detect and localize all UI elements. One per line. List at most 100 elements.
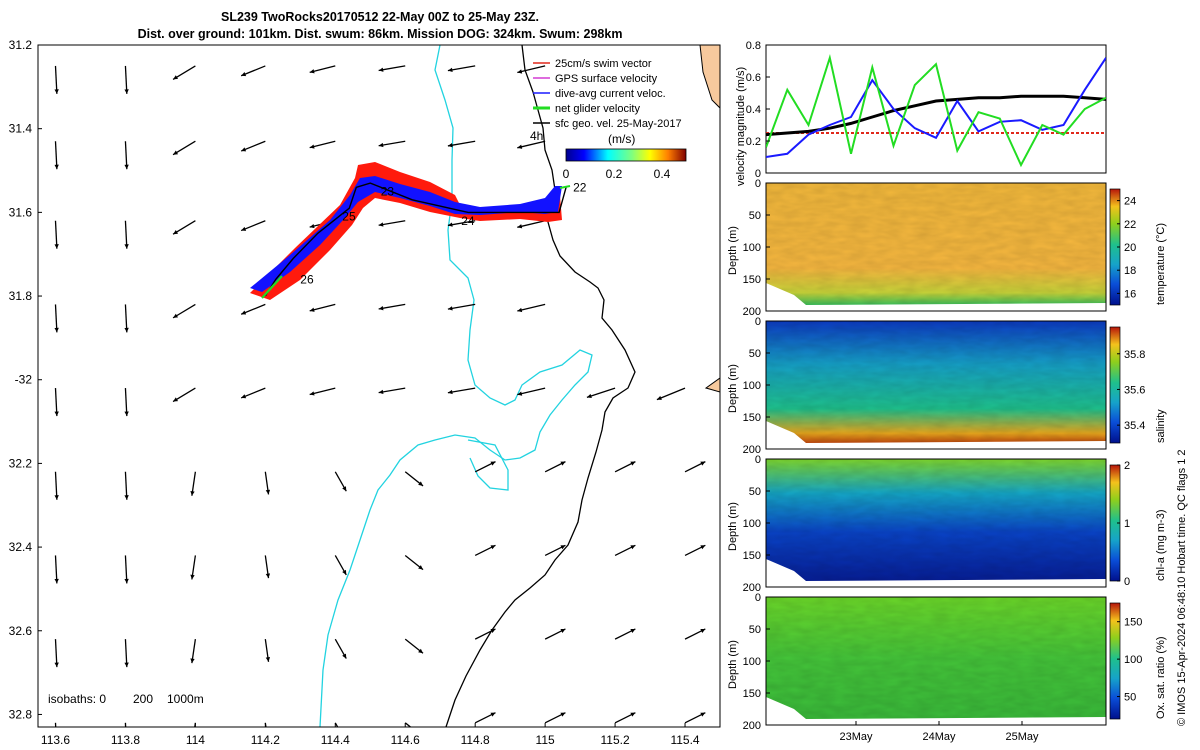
current-arrow [447, 387, 476, 394]
map-x-tick-label: 115 [536, 733, 555, 747]
current-arrowhead [124, 89, 129, 94]
current-arrowhead [124, 578, 129, 584]
current-arrow [124, 141, 128, 170]
section-x-tick-label: 23May [839, 731, 873, 743]
current-arrowhead [190, 490, 195, 496]
section-panel: 0 50 100 150 200 Depth (m) 150 100 50 Ox. sat. ra… [727, 592, 1167, 743]
track-day-labels: 23 25 26 22 24 [300, 180, 586, 286]
velocity-y-tick-label: 0 [755, 168, 761, 180]
section-colorbar-tick-label: 22 [1124, 219, 1136, 231]
track-day-label: 24 [461, 214, 475, 228]
section-x-tick-label: 24May [922, 731, 956, 743]
current-arrowhead [265, 573, 271, 579]
colorbar-speed-tick-label: 0.4 [654, 167, 671, 181]
current-arrowhead [586, 393, 592, 399]
section-colorbar-tick-label: 35.4 [1124, 420, 1145, 432]
map-y-tick-label: 31.4 [9, 122, 33, 136]
current-arrowhead [173, 75, 179, 80]
current-arrowhead [54, 164, 59, 170]
current-arrow [54, 220, 58, 249]
velocity-y-tick-label: 0.6 [746, 72, 761, 84]
track-day-label: 25 [342, 210, 356, 224]
current-arrowhead [517, 307, 523, 313]
legend-entry: 25cm/s swim vector [555, 58, 652, 70]
current-arrowhead [173, 397, 179, 402]
map-frame [37, 44, 721, 728]
section-y-tick-label: 100 [743, 242, 761, 254]
current-arrowhead [447, 306, 453, 311]
current-arrowhead [54, 495, 59, 500]
current-arrowhead [517, 391, 523, 396]
net-velocity-arrow-end [559, 185, 571, 189]
current-arrows [54, 65, 706, 727]
current-arrowhead [124, 327, 129, 333]
current-arrowhead [309, 223, 315, 229]
map-x-tick-label: 115.2 [601, 733, 630, 747]
colorbar-speed: (m/s) 0 0.2 0.4 [563, 132, 687, 181]
isobath-1000m [467, 439, 509, 491]
map-panel: 23 25 26 22 24 isobaths: 0 200 1000m 4h 113.… [9, 38, 721, 747]
section-panel: 0 50 100 150 200 Depth (m) 24 22 20 18 16 temperatu… [727, 178, 1167, 318]
track-day-label: 26 [300, 272, 314, 286]
section-colorbar-tick-label: 24 [1124, 196, 1136, 208]
section-y-tick-label: 150 [743, 412, 761, 424]
colorbar-speed-tick-label: 0.2 [606, 167, 623, 181]
current-arrowhead [124, 164, 129, 170]
chart-title-line2: Dist. over ground: 101km. Dist. swum: 86… [137, 27, 623, 41]
map-y-tick-label: 32.6 [9, 624, 33, 638]
current-arrowhead [342, 653, 347, 659]
current-arrow [404, 722, 412, 727]
current-arrowhead [378, 222, 384, 227]
current-arrowhead [342, 569, 347, 575]
current-arrow [586, 387, 616, 398]
section-y-tick-label: 200 [743, 444, 761, 456]
legend-entry: GPS surface velocity [555, 73, 658, 85]
current-arrowhead [447, 222, 453, 227]
current-arrowhead [124, 411, 129, 417]
map-x-tick-label: 113.8 [111, 733, 140, 747]
current-arrow [124, 65, 128, 94]
velocity-ylabel: velocity magnitude (m/s) [735, 67, 747, 186]
current-arrowhead [54, 244, 59, 249]
section-ylabel: Depth (m) [727, 502, 739, 551]
coastline [445, 45, 636, 727]
current-arrow [54, 555, 58, 584]
current-arrowhead [378, 142, 384, 148]
current-arrow [54, 471, 58, 500]
current-arrowhead [560, 628, 566, 633]
current-arrowhead [124, 662, 129, 668]
map-y-tick-label: 31.6 [9, 205, 33, 219]
section-colorbar-tick-label: 16 [1124, 288, 1136, 300]
section-colorbar-tick-label: 100 [1124, 654, 1142, 666]
map-x-tick-label: 113.6 [41, 733, 70, 747]
section-colorbar-tick-label: 35.6 [1124, 384, 1145, 396]
land-patch-east [704, 377, 720, 393]
section-y-tick-label: 100 [743, 518, 761, 530]
current-arrowhead [560, 461, 566, 466]
current-arrowhead [560, 545, 566, 550]
current-arrowhead [490, 712, 496, 717]
map-x-tick-label: 114.2 [251, 733, 280, 747]
current-arrow [517, 387, 546, 396]
legend-entry: dive-avg current veloc. [555, 88, 666, 100]
net-velocity-arrow [261, 275, 283, 299]
velocity-panel: 0 0.2 0.4 0.6 0.8 velocity magnitude (m/s) [735, 40, 1107, 186]
current-arrow [517, 65, 546, 74]
colorbar-speed-ticks: 0 0.2 0.4 [563, 167, 671, 181]
land-patch [699, 45, 720, 109]
current-arrowhead [560, 712, 566, 717]
legend-entry: sfc geo. vel. 25-May-2017 [555, 118, 682, 130]
current-arrow [124, 471, 128, 500]
map-x-tick-label: 115.4 [670, 733, 699, 747]
current-arrow [447, 303, 476, 310]
current-arrowhead [173, 150, 179, 155]
current-arrowhead [517, 144, 523, 149]
isobath-200m [319, 45, 593, 727]
current-arrow [447, 220, 476, 227]
section-ylabel: Depth (m) [727, 640, 739, 689]
section-y-tick-label: 50 [749, 624, 761, 636]
current-arrow [334, 722, 339, 727]
section-y-tick-label: 150 [743, 550, 761, 562]
glider-swath [250, 162, 571, 300]
section-colorbar-tick-label: 0 [1124, 576, 1130, 588]
